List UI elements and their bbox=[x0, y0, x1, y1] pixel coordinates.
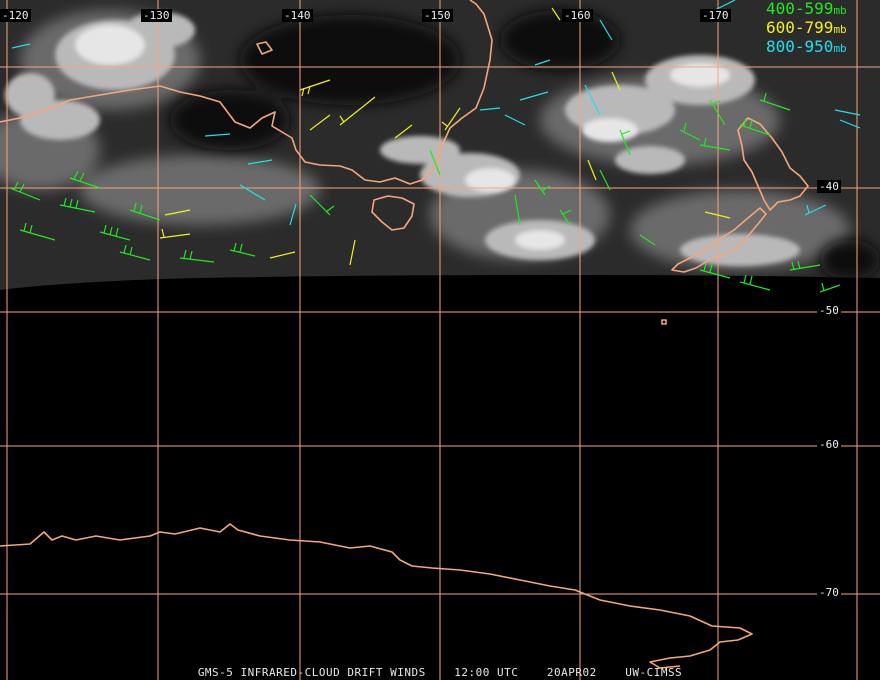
wind-barb bbox=[159, 228, 191, 239]
wind-barbs-600-799mb bbox=[159, 7, 731, 266]
wind-barb bbox=[179, 249, 215, 263]
wind-barb bbox=[429, 149, 441, 176]
wind-barb bbox=[789, 260, 821, 271]
wind-barb bbox=[519, 91, 549, 101]
wind-barb bbox=[739, 274, 771, 291]
legend-row-400-599: 400-599mb bbox=[766, 0, 847, 19]
wind-barb bbox=[704, 211, 731, 219]
wind-barb bbox=[394, 124, 413, 139]
legend-unit: mb bbox=[833, 23, 847, 36]
wind-barb bbox=[204, 133, 231, 137]
wind-barb bbox=[441, 107, 461, 131]
legend-unit: mb bbox=[833, 4, 847, 17]
antarctica-coast bbox=[0, 523, 753, 669]
lon-label-160: -160 bbox=[562, 9, 593, 22]
wind-barbs-800-950mb bbox=[11, 0, 861, 226]
wind-barb bbox=[309, 114, 331, 131]
legend-range: 800-950 bbox=[766, 37, 834, 56]
legend-row-800-950: 800-950mb bbox=[766, 38, 847, 57]
wind-barb bbox=[534, 59, 551, 66]
image-caption: GMS-5 INFRARED-CLOUD DRIFT WINDS 12:00 U… bbox=[0, 666, 880, 679]
new-zealand-north bbox=[737, 117, 809, 211]
wind-barb bbox=[349, 239, 356, 266]
wind-barb bbox=[699, 262, 731, 279]
wind-barb bbox=[534, 179, 551, 196]
legend-unit: mb bbox=[833, 42, 847, 55]
legend-row-600-799: 600-799mb bbox=[766, 19, 847, 38]
wind-barb bbox=[514, 194, 521, 226]
wind-barb bbox=[9, 181, 41, 201]
tasmania-coast bbox=[371, 195, 415, 231]
wind-barb bbox=[584, 84, 601, 116]
wind-barb bbox=[239, 184, 266, 201]
lon-label-130: -130 bbox=[141, 9, 172, 22]
coastlines bbox=[0, 0, 809, 669]
wind-barb bbox=[804, 204, 827, 216]
wind-barb bbox=[69, 170, 101, 189]
legend-range: 600-799 bbox=[766, 18, 834, 37]
lon-label-150: -150 bbox=[422, 9, 453, 22]
wind-barbs-400-599mb bbox=[9, 92, 841, 293]
caption-title: GMS-5 INFRARED-CLOUD DRIFT WINDS bbox=[197, 666, 426, 679]
wind-barb bbox=[19, 222, 56, 241]
legend-range: 400-599 bbox=[766, 0, 834, 18]
wind-barb bbox=[504, 114, 526, 126]
wind-barb bbox=[639, 234, 656, 246]
kangaroo-island bbox=[256, 41, 273, 55]
wind-barb bbox=[289, 203, 297, 226]
wind-barb bbox=[619, 129, 631, 156]
wind-barb bbox=[834, 109, 861, 116]
wind-barb bbox=[699, 137, 731, 151]
lat-label-60: -60 bbox=[817, 438, 841, 451]
wind-barb bbox=[714, 0, 736, 11]
wind-barb bbox=[739, 117, 771, 136]
wind-barb bbox=[839, 119, 861, 129]
wind-barb bbox=[599, 19, 613, 41]
new-zealand-south bbox=[671, 207, 767, 273]
wind-barb bbox=[551, 7, 561, 21]
wind-barb bbox=[309, 194, 335, 216]
wind-barb bbox=[247, 159, 273, 165]
wind-barb bbox=[819, 282, 841, 293]
wind-barb bbox=[164, 209, 191, 216]
wind-barb bbox=[59, 197, 96, 213]
wind-barb bbox=[599, 169, 611, 191]
lat-label-50: -50 bbox=[817, 304, 841, 317]
wind-barb bbox=[269, 251, 296, 259]
wind-barb bbox=[11, 43, 31, 49]
wind-barb bbox=[709, 99, 726, 126]
lon-label-140: -140 bbox=[282, 9, 313, 22]
wind-barb bbox=[299, 79, 331, 97]
lat-label-70: -70 bbox=[817, 586, 841, 599]
caption-date: 20APR02 bbox=[546, 666, 597, 679]
wind-barb bbox=[119, 244, 151, 261]
caption-time: 12:00 UTC bbox=[454, 666, 519, 679]
caption-source: UW-CIMSS bbox=[625, 666, 683, 679]
australia-coast bbox=[0, 0, 493, 185]
small-island bbox=[661, 319, 667, 325]
wind-barb bbox=[339, 96, 376, 126]
lat-label-40: -40 bbox=[817, 180, 841, 193]
wind-barb bbox=[479, 107, 501, 111]
lon-label-120: -120 bbox=[0, 9, 31, 22]
wind-barb bbox=[679, 122, 701, 141]
wind-barb bbox=[587, 159, 597, 181]
wind-barb bbox=[99, 224, 131, 241]
wind-barb bbox=[611, 71, 621, 91]
wind-barb bbox=[759, 92, 791, 111]
lon-label-170: -170 bbox=[700, 9, 731, 22]
wind-barb bbox=[559, 209, 572, 226]
pressure-legend: 400-599mb 600-799mb 800-950mb bbox=[766, 0, 847, 57]
wind-barb bbox=[229, 242, 256, 257]
wind-barb bbox=[129, 202, 161, 221]
